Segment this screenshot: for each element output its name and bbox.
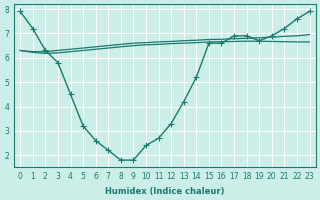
X-axis label: Humidex (Indice chaleur): Humidex (Indice chaleur) xyxy=(105,187,225,196)
